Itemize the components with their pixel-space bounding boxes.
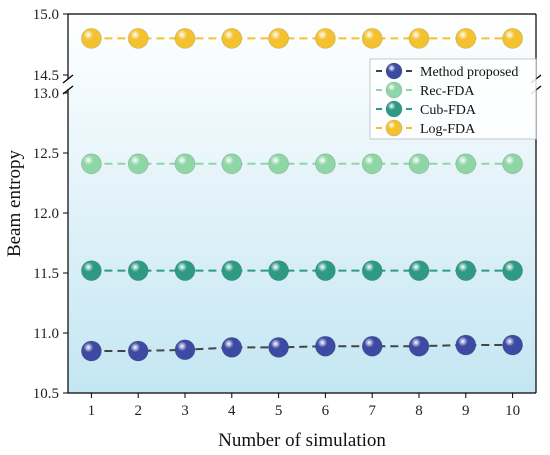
y-tick-label: 11.0 bbox=[33, 326, 59, 342]
x-axis-title: Number of simulation bbox=[218, 430, 386, 451]
series-line bbox=[91, 344, 513, 352]
data-point bbox=[221, 336, 243, 358]
series-rec-fda bbox=[81, 153, 523, 175]
series-group bbox=[81, 28, 523, 362]
data-point bbox=[127, 28, 149, 49]
series-log-fda bbox=[81, 28, 523, 49]
legend-marker bbox=[385, 62, 403, 80]
data-point bbox=[174, 28, 196, 49]
data-point bbox=[455, 334, 477, 356]
data-point bbox=[455, 260, 477, 282]
data-point bbox=[221, 28, 243, 49]
data-point bbox=[361, 28, 383, 49]
legend-marker bbox=[385, 81, 403, 99]
data-point bbox=[268, 28, 290, 49]
axes: 10.5 11.0 11.5 12.0 12.5 13.0 14.5 15.0 1 2 3 4 5 6 7 8… bbox=[33, 7, 542, 419]
data-point bbox=[174, 339, 196, 361]
x-tick-label: 3 bbox=[181, 403, 189, 419]
data-point bbox=[268, 336, 290, 358]
data-point bbox=[502, 260, 523, 282]
data-point bbox=[502, 153, 523, 175]
legend-label: Method proposed bbox=[420, 65, 518, 80]
data-point bbox=[221, 260, 243, 282]
x-tick-label: 2 bbox=[134, 403, 142, 419]
data-point bbox=[81, 28, 102, 49]
data-point bbox=[174, 260, 196, 282]
x-tick-label: 10 bbox=[505, 403, 520, 419]
x-tick-label: 1 bbox=[88, 403, 96, 419]
data-point bbox=[361, 260, 383, 282]
data-point bbox=[314, 153, 336, 175]
legend-label: Rec-FDA bbox=[420, 84, 475, 99]
legend-item: Rec-FDA bbox=[376, 81, 475, 99]
legend-label: Log-FDA bbox=[420, 122, 476, 137]
x-tick-label: 7 bbox=[368, 403, 376, 419]
legend-label: Cub-FDA bbox=[420, 103, 477, 118]
data-point bbox=[361, 153, 383, 175]
legend-item: Cub-FDA bbox=[376, 100, 477, 118]
y-tick-label: 10.5 bbox=[33, 386, 59, 402]
y-tick-label: 13.0 bbox=[33, 86, 59, 102]
data-point bbox=[127, 260, 149, 282]
y-tick-label: 15.0 bbox=[33, 7, 59, 23]
y-axis-title: Beam entropy bbox=[4, 149, 25, 257]
data-point bbox=[455, 153, 477, 175]
data-point bbox=[221, 153, 243, 175]
legend: Method proposed Rec-FDA Cub-FDA Log-FDA bbox=[369, 58, 537, 140]
y-axis-ticks: 10.5 11.0 11.5 12.0 12.5 13.0 14.5 15.0 bbox=[33, 7, 68, 402]
y-tick-label: 12.5 bbox=[33, 146, 59, 162]
data-point bbox=[127, 340, 149, 362]
data-point bbox=[314, 335, 336, 357]
series-cub-fda bbox=[81, 260, 523, 282]
data-point bbox=[81, 260, 102, 282]
y-tick-label: 14.5 bbox=[33, 68, 59, 84]
plot-frame bbox=[67, 13, 537, 394]
data-point bbox=[408, 335, 430, 357]
x-tick-label: 9 bbox=[462, 403, 470, 419]
data-point bbox=[361, 335, 383, 357]
x-tick-label: 8 bbox=[415, 403, 423, 419]
data-point bbox=[408, 260, 430, 282]
data-point bbox=[408, 28, 430, 49]
x-tick-label: 5 bbox=[275, 403, 283, 419]
data-point bbox=[502, 334, 523, 356]
data-point bbox=[81, 153, 102, 175]
data-point bbox=[408, 153, 430, 175]
y-tick-label: 12.0 bbox=[33, 206, 59, 222]
legend-marker bbox=[385, 100, 403, 118]
legend-item: Log-FDA bbox=[376, 119, 476, 137]
data-point bbox=[314, 260, 336, 282]
legend-item: Method proposed bbox=[376, 62, 518, 80]
legend-marker bbox=[385, 119, 403, 137]
x-tick-label: 6 bbox=[322, 403, 330, 419]
x-tick-label: 4 bbox=[228, 403, 236, 419]
series-method-proposed bbox=[81, 334, 523, 362]
data-point bbox=[268, 153, 290, 175]
data-point bbox=[314, 28, 336, 49]
data-point bbox=[268, 260, 290, 282]
x-axis-ticks: 1 2 3 4 5 6 7 8 9 10 bbox=[88, 393, 520, 419]
y-tick-label: 11.5 bbox=[33, 266, 59, 282]
data-point bbox=[127, 153, 149, 175]
data-point bbox=[502, 28, 523, 49]
data-point bbox=[455, 28, 477, 49]
data-point bbox=[174, 153, 196, 175]
data-point bbox=[81, 340, 102, 362]
